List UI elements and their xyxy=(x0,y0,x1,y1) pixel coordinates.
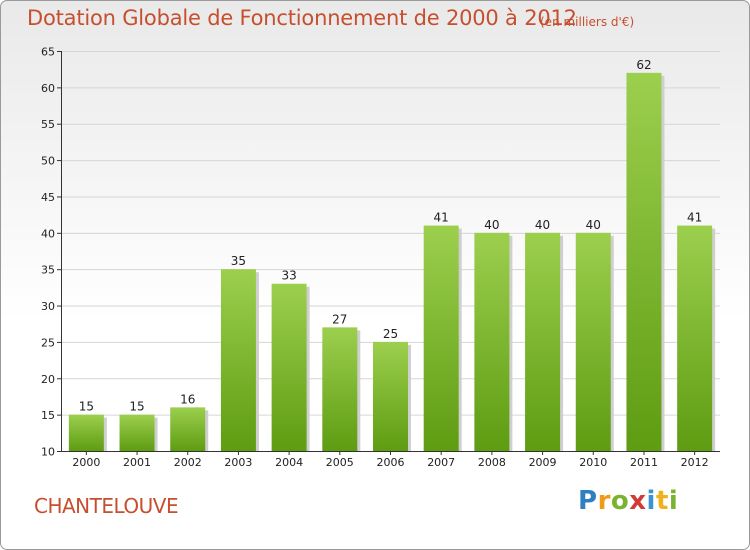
labels: 10 15 20 25 30 35 40 45 50 55 60 65 2000 15 2001 15 2002… xyxy=(41,46,709,470)
bar-value-label: 40 xyxy=(484,218,499,232)
bar xyxy=(525,232,561,451)
bar xyxy=(68,414,104,451)
bars xyxy=(68,72,716,452)
y-tick-label: 25 xyxy=(41,336,55,349)
y-tick-label: 20 xyxy=(41,373,55,386)
bar xyxy=(575,232,611,451)
x-tick-label: 2005 xyxy=(326,456,354,469)
bar-value-label: 40 xyxy=(586,218,601,232)
bar xyxy=(322,327,358,451)
x-tick-label: 2004 xyxy=(275,456,303,469)
x-tick-label: 2002 xyxy=(174,456,202,469)
y-tick-label: 65 xyxy=(41,46,55,59)
bar-value-label: 41 xyxy=(434,211,449,225)
x-tick-label: 2011 xyxy=(630,456,658,469)
chart-unit: (en milliers d'€) xyxy=(540,15,635,29)
bar xyxy=(220,269,256,451)
x-tick-label: 2012 xyxy=(681,456,709,469)
x-tick-label: 2010 xyxy=(579,456,607,469)
bar-value-label: 62 xyxy=(636,58,651,72)
bar-value-label: 25 xyxy=(383,327,398,341)
bar xyxy=(170,407,206,451)
bar-value-label: 27 xyxy=(332,312,347,326)
proxiti-logo: Proxiti xyxy=(578,486,679,516)
axes xyxy=(57,51,720,455)
x-tick-label: 2008 xyxy=(478,456,506,469)
y-tick-label: 50 xyxy=(41,155,55,168)
bar-value-label: 15 xyxy=(79,400,94,414)
x-tick-label: 2007 xyxy=(427,456,455,469)
x-tick-label: 2009 xyxy=(529,456,557,469)
x-tick-label: 2006 xyxy=(377,456,405,469)
x-tick-label: 2001 xyxy=(123,456,151,469)
bar xyxy=(423,225,459,451)
x-tick-label: 2003 xyxy=(224,456,252,469)
y-tick-label: 30 xyxy=(41,300,55,313)
chart-title: Dotation Globale de Fonctionnement de 20… xyxy=(27,6,577,30)
bar xyxy=(373,341,408,451)
bar xyxy=(271,283,307,451)
y-tick-label: 40 xyxy=(41,227,55,240)
y-tick-label: 35 xyxy=(41,264,55,277)
bar-value-label: 35 xyxy=(231,254,246,268)
bar-value-label: 16 xyxy=(180,392,195,406)
y-tick-label: 15 xyxy=(41,409,55,422)
commune-name: CHANTELOUVE xyxy=(34,494,179,518)
y-tick-label: 55 xyxy=(41,118,55,131)
bar xyxy=(677,225,713,451)
y-tick-label: 45 xyxy=(41,191,55,204)
y-tick-label: 60 xyxy=(41,82,55,95)
x-tick-label: 2000 xyxy=(72,456,100,469)
y-tick-label: 10 xyxy=(41,446,55,459)
bar xyxy=(119,414,155,451)
bar-value-label: 41 xyxy=(687,211,702,225)
bar xyxy=(626,72,662,452)
bar-value-label: 33 xyxy=(281,269,296,283)
bar-value-label: 40 xyxy=(535,218,550,232)
bar-value-label: 15 xyxy=(129,400,144,414)
bar xyxy=(474,232,510,451)
